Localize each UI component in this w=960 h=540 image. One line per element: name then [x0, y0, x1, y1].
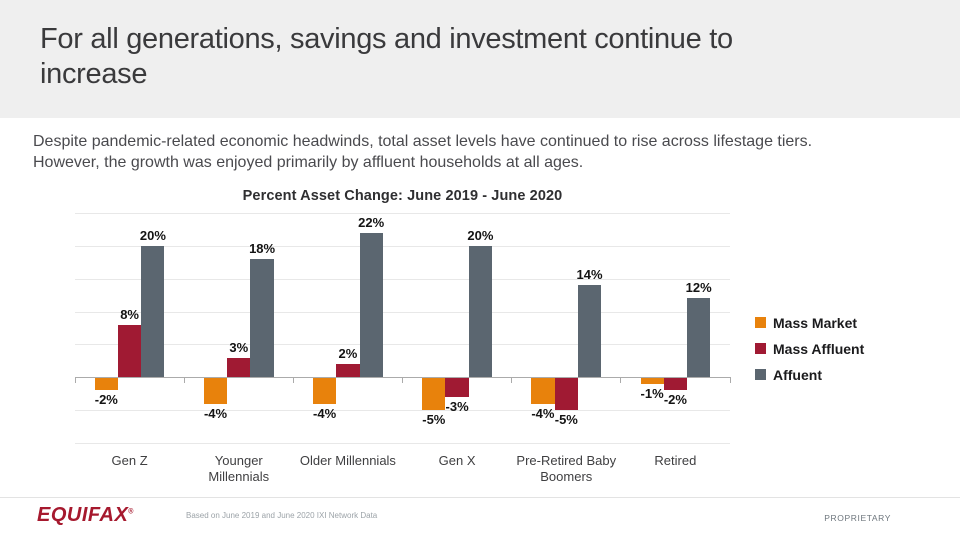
gridline [75, 245, 730, 247]
proprietary-label: PROPRIETARY [824, 513, 891, 523]
legend-swatch [755, 317, 766, 328]
bar [359, 232, 383, 378]
bar [531, 378, 555, 404]
bar-value-label: 2% [338, 346, 358, 362]
category-label: Gen X [438, 453, 476, 468]
axis-tick [292, 377, 294, 384]
bar-value-label: 3% [229, 339, 249, 355]
bar [117, 324, 142, 378]
bar [663, 378, 688, 391]
chart-title: Percent Asset Change: June 2019 - June 2… [242, 188, 563, 204]
legend-label: Mass Market [773, 314, 858, 331]
bar [141, 245, 165, 378]
bar [227, 357, 251, 378]
axis-tick [511, 377, 513, 384]
equifax-logo-text: EQUIFAX [37, 504, 129, 526]
legend-label: Affuent [773, 366, 822, 383]
gridline [75, 213, 730, 214]
bar-value-label: -2% [663, 392, 687, 408]
bar [577, 285, 602, 378]
source-footnote: Based on June 2019 and June 2020 IXI Net… [186, 511, 378, 520]
bar-value-label: 20% [467, 227, 494, 243]
legend-item: Mass Market [755, 314, 864, 331]
slide-title: For all generations, savings and investm… [40, 23, 733, 91]
bar [94, 378, 118, 391]
legend-label: Mass Affluent [773, 340, 865, 357]
footer-divider [0, 497, 960, 498]
axis-tick [183, 377, 185, 384]
bar [250, 259, 274, 378]
bar-value-label: -2% [94, 392, 118, 408]
bar [554, 378, 578, 411]
subtitle-line-1: Despite pandemic-related economic headwi… [33, 133, 813, 150]
axis-tick [620, 377, 622, 384]
bar-value-label: -5% [422, 412, 446, 428]
bar [468, 245, 492, 378]
bar [687, 298, 711, 378]
bar [203, 378, 228, 404]
bar [336, 364, 360, 378]
bar-value-label: -3% [445, 399, 469, 414]
bar-value-label: -1% [640, 385, 664, 401]
registered-mark-icon: ® [128, 508, 134, 516]
bar-value-label: 8% [120, 306, 139, 322]
bar-value-label: -5% [554, 412, 578, 428]
bar [640, 378, 664, 384]
equifax-logo: EQUIFAX® [37, 504, 134, 527]
bar [422, 378, 446, 411]
bar-value-label: 18% [249, 241, 276, 256]
category-label: Retired [654, 453, 697, 468]
gridline [75, 278, 730, 280]
bar-value-label: -4% [313, 405, 337, 421]
category-label: Gen Z [111, 453, 148, 468]
gridline [75, 344, 730, 346]
gridline [75, 311, 730, 313]
header-band: For all generations, savings and investm… [0, 0, 960, 118]
bar [313, 378, 337, 404]
axis-tick [729, 377, 731, 384]
bar-value-label: -4% [531, 405, 555, 421]
gridline [75, 410, 730, 412]
legend-swatch [755, 369, 766, 380]
category-label: Older Millennials [299, 453, 396, 468]
category-label: Younger Millennials [208, 453, 270, 484]
bar-value-label: 20% [139, 227, 166, 243]
gridline [75, 443, 730, 444]
bar-value-label: 12% [685, 280, 712, 296]
bar-value-label: 22% [358, 214, 385, 230]
subtitle-line-2: However, the growth was enjoyed primaril… [33, 154, 584, 172]
bar-value-label: -4% [203, 405, 228, 421]
bar [445, 378, 469, 397]
legend-item: Mass Affluent [755, 340, 864, 357]
bar-value-label: 14% [576, 267, 603, 283]
legend-swatch [755, 343, 766, 354]
legend-item: Affuent [755, 366, 864, 383]
slide-subtitle: Despite pandemic-related economic headwi… [33, 131, 933, 173]
chart-legend: Mass Market Mass Affluent Affuent [755, 314, 864, 392]
category-label: Pre-Retired Baby Boomers [516, 453, 617, 484]
chart-plot: -2% -4% -4% -5% -4% -1% 8% 3% 2% -3% -5% -2% 20% 18% 2… [74, 213, 731, 484]
axis-tick [402, 377, 403, 384]
axis-tick [74, 377, 76, 384]
